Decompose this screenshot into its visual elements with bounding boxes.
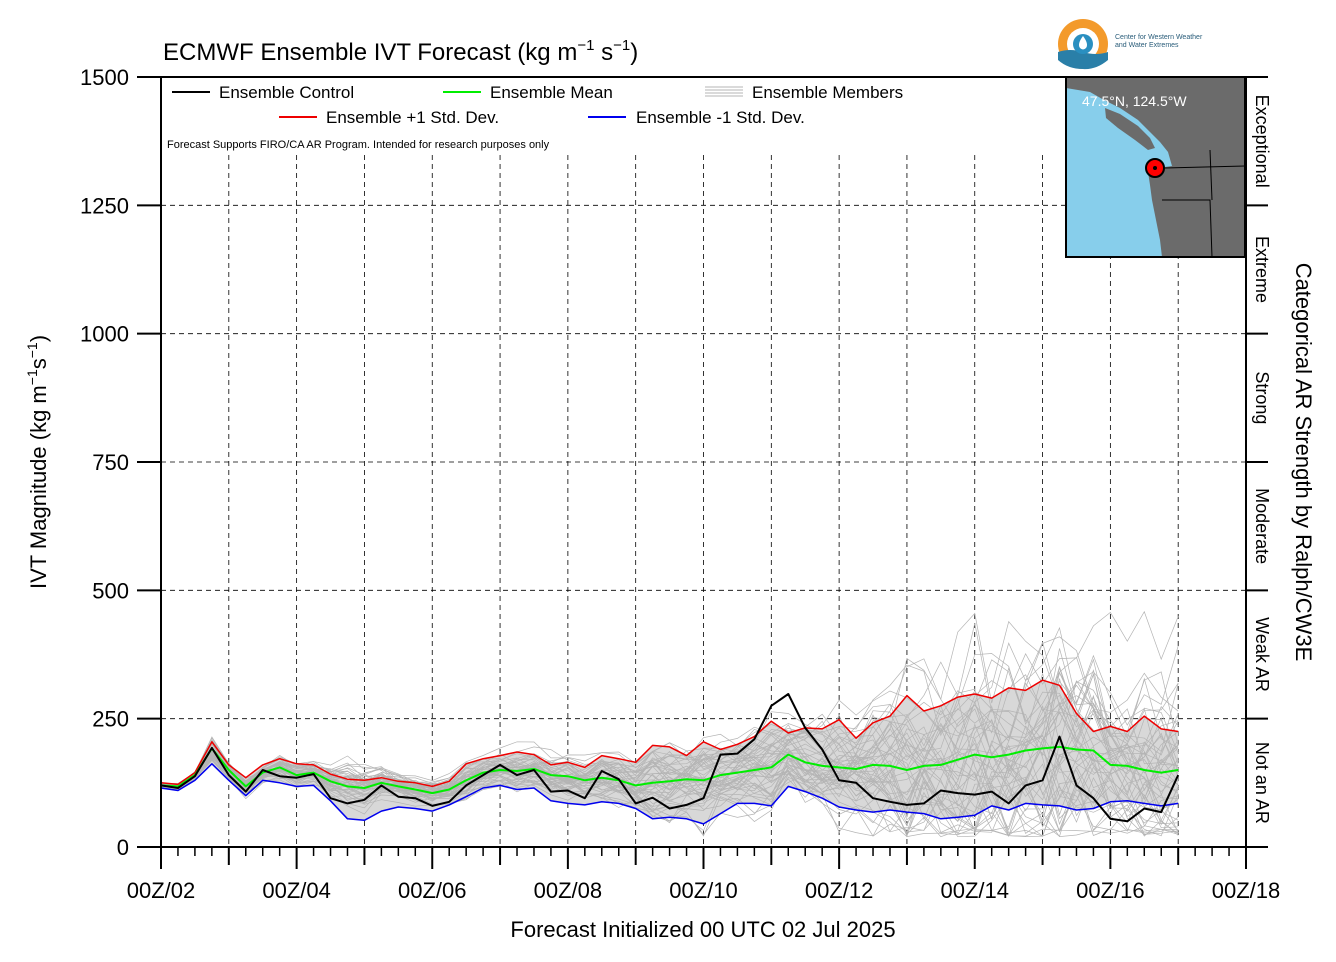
ensemble-member-line [160,671,1179,815]
ensemble-member-line [160,712,1179,838]
minus-std-line [160,763,1179,825]
series-lines [160,679,1180,825]
ensemble-mean-line [160,745,1179,795]
legend-mean-label: Ensemble Mean [490,83,613,102]
y-axis-label: IVT Magnitude (kg m−1s−1) [24,335,51,589]
ensemble-member-line [160,717,1179,829]
spread-band [161,680,1179,824]
map-island [1105,108,1155,150]
x-axis-label: Forecast Initialized 00 UTC 02 Jul 2025 [510,917,895,942]
ensemble-member-line [160,648,1179,830]
x-axis: 00Z/02 00Z/04 00Z/06 00Z/08 00Z/10 00Z/12 00Z/… [127,847,1281,903]
ensemble-member-line [160,672,1179,822]
map-land [1066,77,1245,257]
ensemble-member-line [160,739,1179,838]
x-tick-label: 00Z/16 [1076,878,1145,903]
right-axis-label: Categorical AR Strength by Ralph/CW3E [1291,263,1316,662]
logo-line-2: and Water Extremes [1115,42,1179,49]
legend-minus-std-label: Ensemble -1 Std. Dev. [636,108,805,127]
x-tick-label: 00Z/10 [669,878,738,903]
ensemble-member-line [160,666,1179,829]
disclaimer: Forecast Supports FIRO/CA AR Program. In… [167,139,550,151]
y-axis: 0 250 500 750 1000 1250 1500 [80,65,161,860]
y-tick-label: 750 [92,450,129,475]
x-tick-label: 00Z/02 [127,878,196,903]
y-tick-label: 1000 [80,322,129,347]
chart-title: ECMWF Ensemble IVT Forecast (kg m−1 s−1) [163,37,638,66]
ensemble-member-line [160,690,1179,836]
legend-control-label: Ensemble Control [219,83,354,102]
x-tick-label: 00Z/06 [398,878,467,903]
category-label: Moderate [1252,488,1272,564]
y-tick-label: 1500 [80,65,129,90]
logo-line-1: Center for Western Weather [1115,34,1203,41]
ensemble-member-line [160,665,1179,796]
y-tick-label: 250 [92,707,129,732]
x-tick-label: 00Z/12 [805,878,874,903]
x-tick-label: 00Z/18 [1212,878,1281,903]
category-label: Strong [1252,371,1272,424]
cw3e-logo-icon [1058,19,1108,70]
inset-map: 47.5°N, 124.5°W [1065,76,1246,258]
category-label: Exceptional [1252,95,1272,188]
ensemble-member-line [160,683,1179,822]
ensemble-member-line [160,738,1179,831]
category-label: Not an AR [1252,742,1272,824]
plus-std-line [160,679,1179,788]
category-label: Extreme [1252,236,1272,303]
ensemble-member-line [160,659,1179,798]
ensemble-member-line [160,636,1179,817]
y-tick-label: 1250 [80,193,129,218]
logo-text: Center for Western Weather and Water Ext… [1115,34,1202,50]
legend-plus-std-label: Ensemble +1 Std. Dev. [326,108,499,127]
x-tick-label: 00Z/14 [941,878,1010,903]
ensemble-member-line [161,720,1179,836]
legend-members-label: Ensemble Members [752,83,903,102]
ensemble-control-line [160,693,1180,823]
map-location-label: 47.5°N, 124.5°W [1082,93,1187,109]
x-tick-label: 00Z/04 [262,878,331,903]
y-tick-label: 500 [92,578,129,603]
right-category-axis: Not an AR Weak AR Moderate Strong Extreme Exc… [1246,76,1272,848]
ensemble-member-line [160,620,1179,821]
legend-members-swatch [705,86,743,97]
legend: Ensemble Control Ensemble Mean Ensemble … [167,83,903,151]
ensemble-members [160,610,1179,838]
category-label: Weak AR [1252,617,1272,692]
x-tick-label: 00Z/08 [534,878,603,903]
y-tick-label: 0 [117,835,129,860]
ensemble-member-line [160,739,1179,831]
